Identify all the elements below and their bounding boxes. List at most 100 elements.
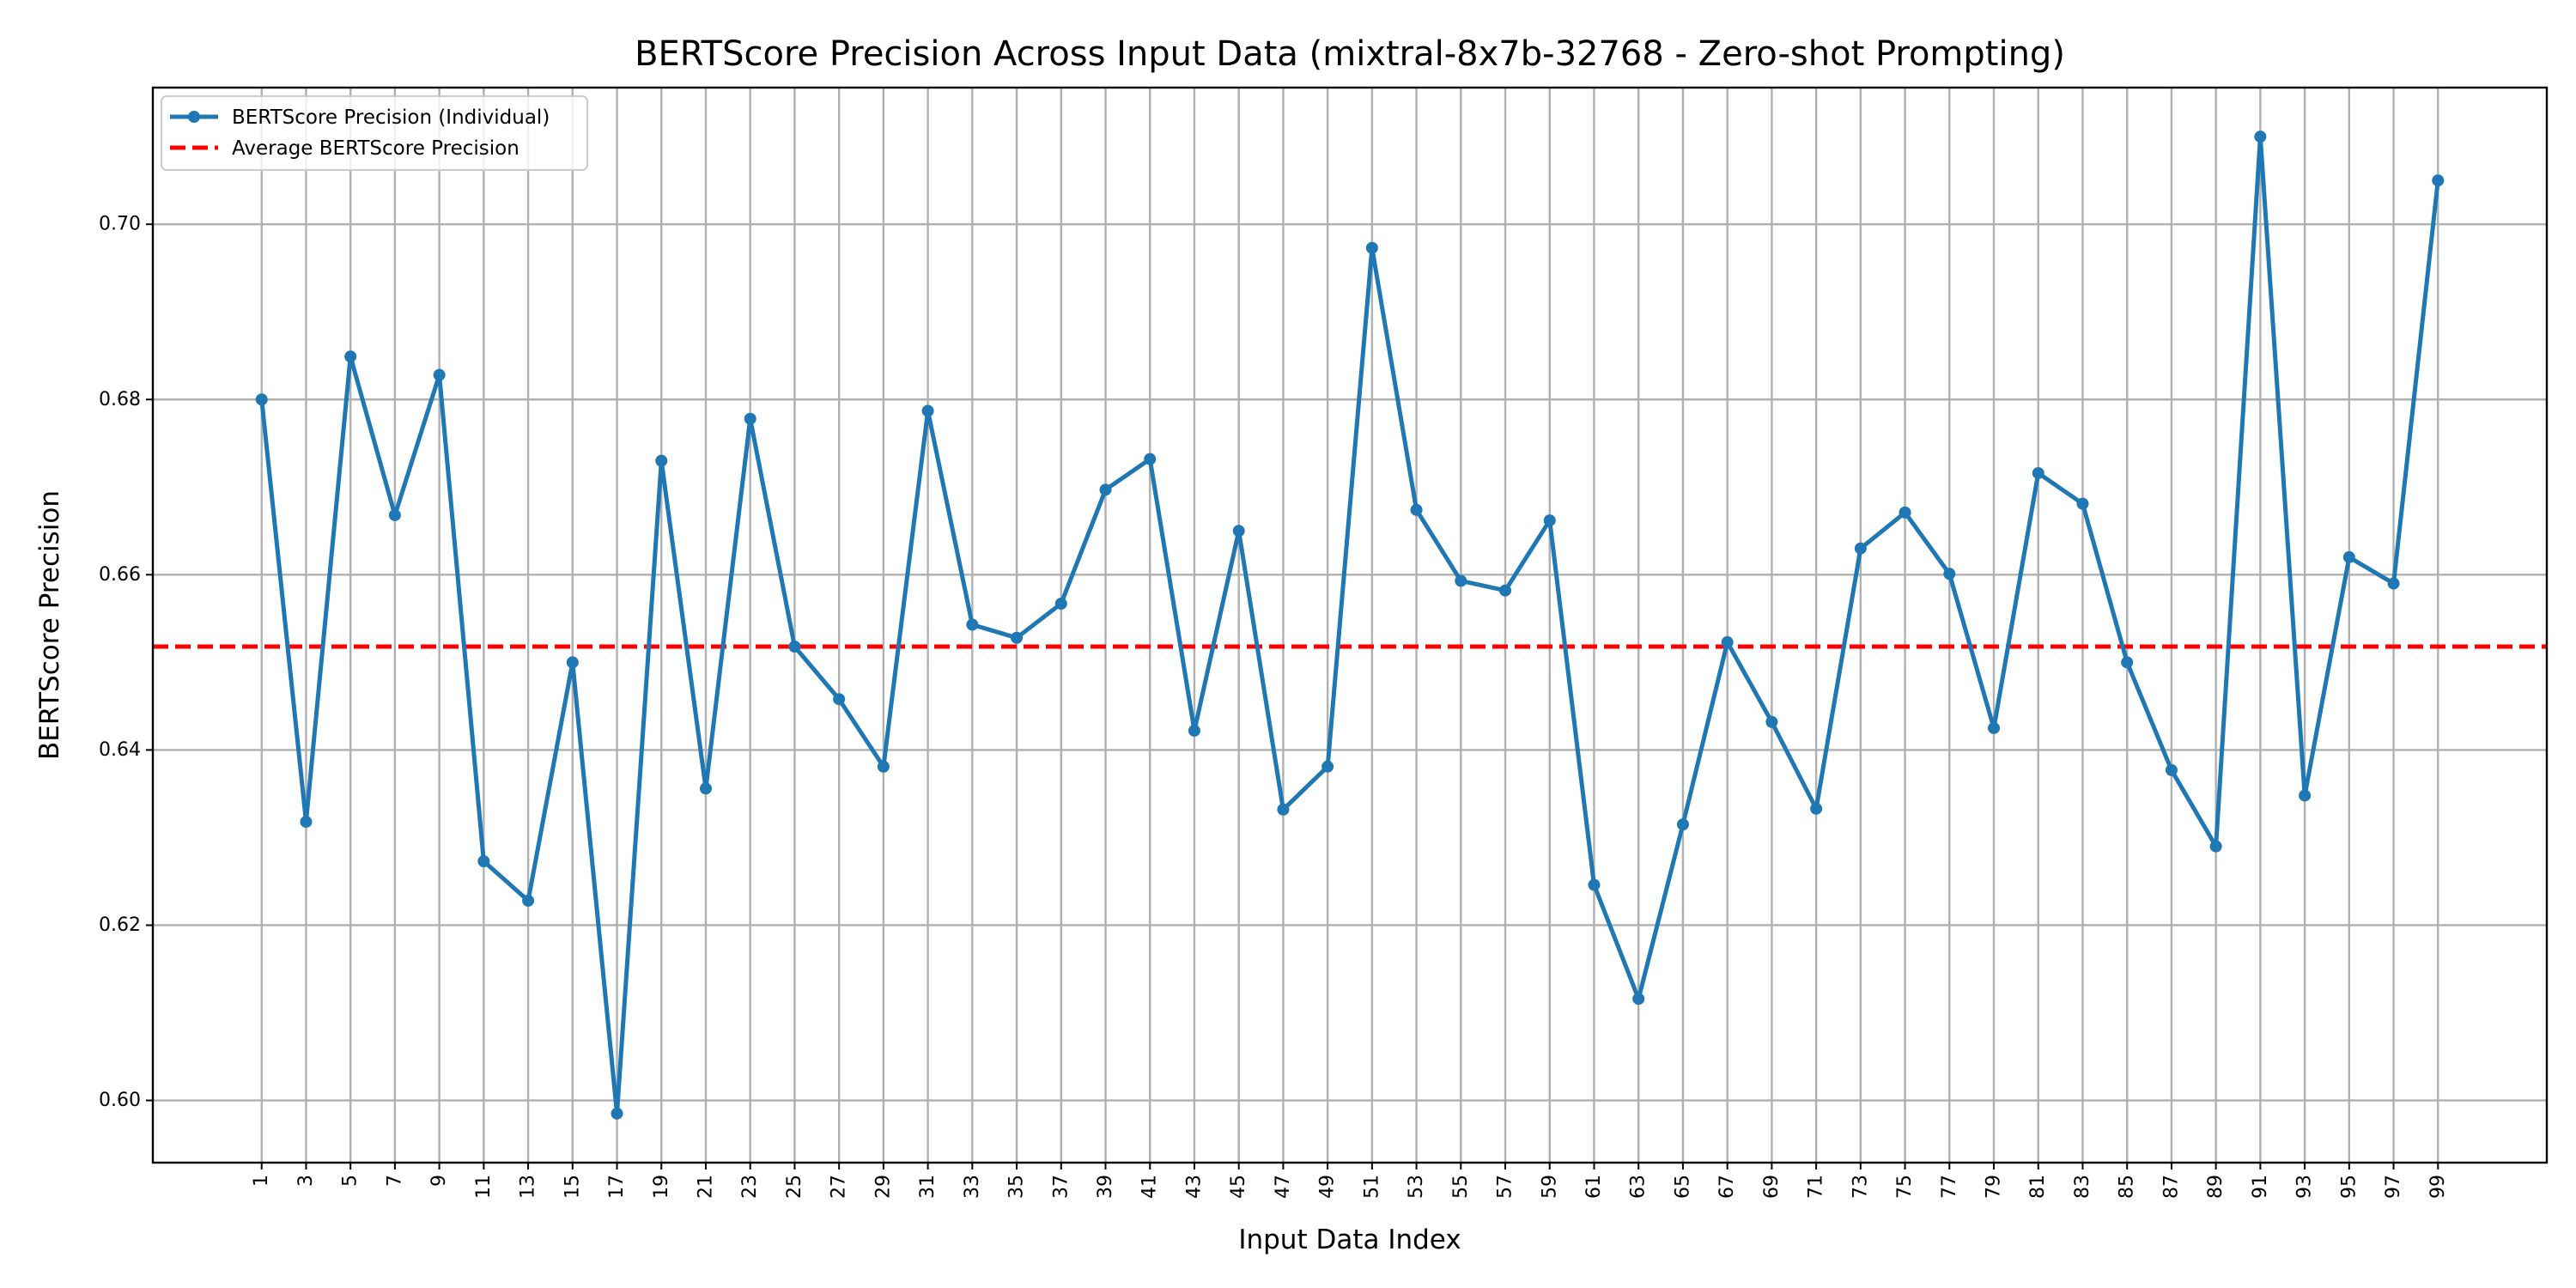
data-point <box>1054 598 1067 611</box>
legend-box <box>161 95 588 171</box>
data-point <box>1321 760 1334 773</box>
legend-label-average: Average BERTScore Precision <box>232 137 519 160</box>
x-tick-label: 93 <box>2294 1175 2316 1199</box>
series-layer <box>255 131 2445 1120</box>
y-axis-label: BERTScore Precision <box>34 490 65 760</box>
data-point <box>1899 506 1911 519</box>
legend-marker-individual <box>188 111 200 123</box>
data-point <box>2076 497 2089 510</box>
data-point <box>1410 503 1423 516</box>
data-point <box>655 454 668 467</box>
data-point <box>344 350 357 363</box>
x-tick-label: 65 <box>1672 1175 1693 1199</box>
x-tick-label: 97 <box>2383 1175 2404 1199</box>
x-tick-label: 25 <box>784 1175 805 1199</box>
x-tick-label: 11 <box>473 1175 495 1199</box>
data-point <box>1365 241 1378 254</box>
x-tick-label: 5 <box>340 1175 361 1187</box>
data-point <box>300 816 313 829</box>
x-tick-label: 41 <box>1139 1175 1161 1199</box>
x-tick-label: 19 <box>651 1175 672 1199</box>
plot-frame <box>151 86 2549 1164</box>
data-point <box>1988 721 2001 734</box>
x-tick-label: 1 <box>251 1175 272 1187</box>
data-point <box>1943 568 1956 580</box>
data-point <box>1277 803 1290 816</box>
x-tick-label: 51 <box>1361 1175 1382 1199</box>
data-point <box>255 393 268 406</box>
x-tick-label: 83 <box>2072 1175 2093 1199</box>
y-tick-label: 0.68 <box>99 389 141 410</box>
data-point <box>1455 574 1467 587</box>
x-tick-label: 61 <box>1583 1175 1605 1199</box>
data-point <box>2432 174 2445 187</box>
x-tick-label: 35 <box>1006 1175 1028 1199</box>
x-tick-label: 43 <box>1183 1175 1205 1199</box>
grid <box>153 88 2547 1163</box>
data-point <box>833 693 846 706</box>
data-point <box>788 640 801 653</box>
x-tick-label: 37 <box>1050 1175 1072 1199</box>
series-line <box>259 134 2440 1116</box>
data-point <box>2032 466 2044 479</box>
data-point <box>2387 577 2400 590</box>
data-point <box>433 368 446 381</box>
data-point <box>1721 635 1734 648</box>
x-tick-label: 95 <box>2338 1175 2360 1199</box>
x-tick-label: 91 <box>2250 1175 2271 1199</box>
x-tick-label: 59 <box>1539 1175 1560 1199</box>
data-point <box>477 854 490 867</box>
data-point <box>388 508 401 521</box>
data-point <box>1765 715 1778 728</box>
data-point <box>1144 453 1157 465</box>
data-point <box>966 618 979 631</box>
data-point <box>1810 802 1823 815</box>
x-tick-label: 79 <box>1984 1175 2005 1199</box>
x-tick-label: 31 <box>917 1175 939 1199</box>
x-tick-label: 49 <box>1317 1175 1339 1199</box>
data-point <box>566 656 579 669</box>
data-point <box>1588 878 1601 891</box>
x-tick-label: 29 <box>872 1175 894 1199</box>
data-point <box>2342 550 2355 563</box>
x-tick-label: 9 <box>428 1175 450 1187</box>
x-tick-label: 77 <box>1939 1175 1960 1199</box>
data-point <box>1099 483 1112 496</box>
x-tick-label: 27 <box>829 1175 850 1199</box>
data-point <box>2254 131 2267 143</box>
x-tick-label: 15 <box>562 1175 583 1199</box>
data-point <box>1632 993 1645 1005</box>
data-point <box>1499 584 1512 597</box>
data-point <box>744 412 756 425</box>
y-tick-label: 0.64 <box>99 739 141 761</box>
data-point <box>921 404 934 417</box>
y-tick-label: 0.60 <box>99 1090 141 1111</box>
data-point <box>1188 724 1200 737</box>
data-point <box>1676 818 1689 831</box>
data-point <box>1011 631 1024 644</box>
y-tick-label: 0.62 <box>99 914 141 936</box>
legend: BERTScore Precision (Individual) Average… <box>161 95 588 171</box>
x-tick-label: 13 <box>518 1175 539 1199</box>
data-point <box>1543 514 1556 527</box>
data-point <box>699 782 712 795</box>
y-tick-label: 0.66 <box>99 564 141 586</box>
chart-title: BERTScore Precision Across Input Data (m… <box>635 34 2065 74</box>
y-tick-label: 0.70 <box>99 214 141 235</box>
data-point <box>1232 525 1245 538</box>
data-point <box>2121 656 2134 669</box>
x-tick-label: 55 <box>1450 1175 1472 1199</box>
x-tick-label: 99 <box>2427 1175 2449 1199</box>
x-tick-label: 71 <box>1806 1175 1827 1199</box>
x-tick-label: 89 <box>2205 1175 2227 1199</box>
data-point <box>611 1107 623 1120</box>
x-tick-label: 75 <box>1894 1175 1916 1199</box>
x-tick-label: 63 <box>1628 1175 1649 1199</box>
x-axis-label: Input Data Index <box>1238 1224 1461 1255</box>
data-point <box>1854 542 1867 555</box>
x-axis-ticks: 1 3 5 7 9 11 13 15 17 19 21 23 25 27 29 31 33 35 37 39 41 43 4… <box>251 1163 2449 1199</box>
legend-label-individual: BERTScore Precision (Individual) <box>232 106 550 129</box>
x-tick-label: 45 <box>1228 1175 1249 1199</box>
x-tick-label: 17 <box>606 1175 628 1199</box>
